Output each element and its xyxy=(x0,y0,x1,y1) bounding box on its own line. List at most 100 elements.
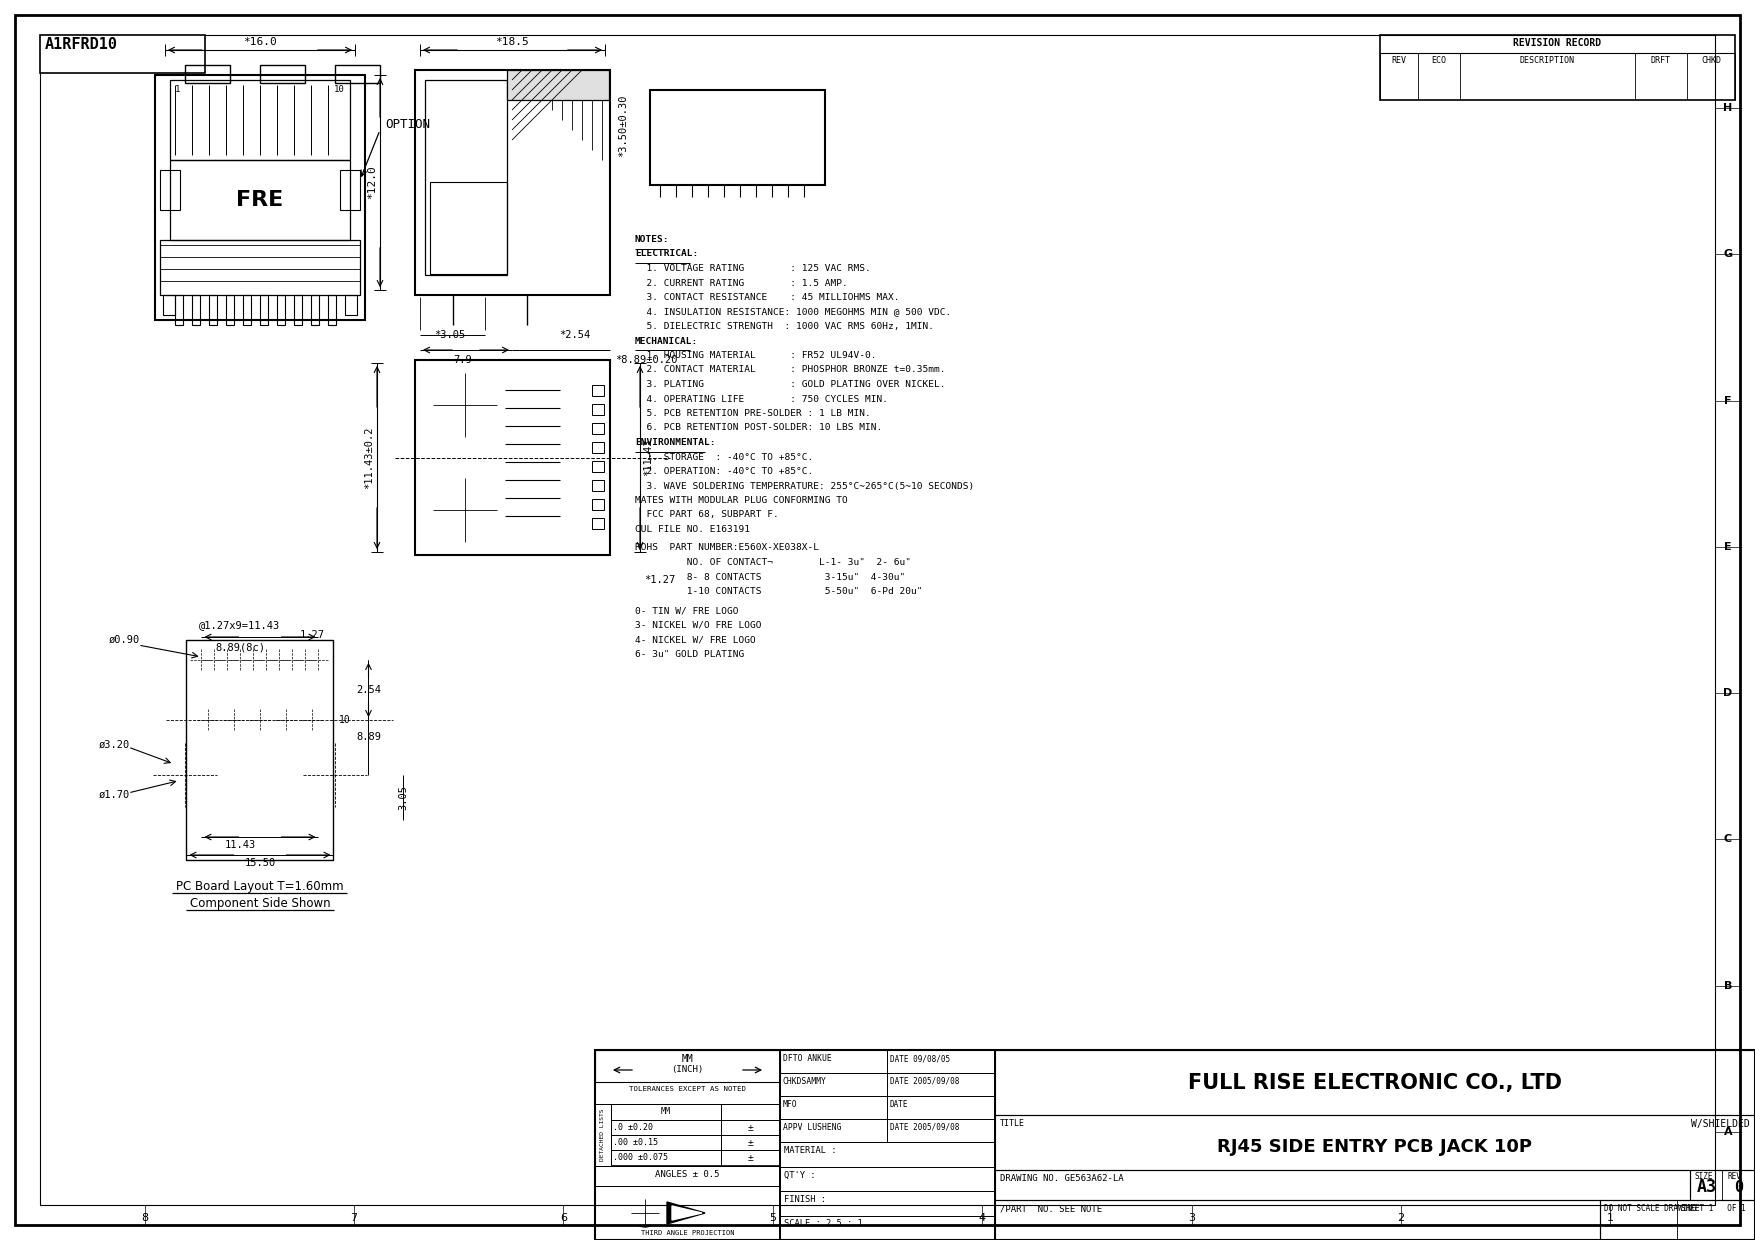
Text: REV: REV xyxy=(1392,56,1406,64)
Text: /PART  NO. SEE NOTE: /PART NO. SEE NOTE xyxy=(1000,1204,1102,1213)
Text: 4. OPERATING LIFE        : 750 CYCLES MIN.: 4. OPERATING LIFE : 750 CYCLES MIN. xyxy=(635,394,888,403)
Bar xyxy=(886,1073,995,1096)
Text: NOTES:: NOTES: xyxy=(635,236,669,244)
Bar xyxy=(886,1050,995,1073)
Text: 2. CONTACT MATERIAL      : PHOSPHOR BRONZE t=0.35mm.: 2. CONTACT MATERIAL : PHOSPHOR BRONZE t=… xyxy=(635,366,946,374)
Text: ENVIRONMENTAL:: ENVIRONMENTAL: xyxy=(635,438,716,446)
Text: 3. CONTACT RESISTANCE    : 45 MILLIOHMS MAX.: 3. CONTACT RESISTANCE : 45 MILLIOHMS MAX… xyxy=(635,293,900,303)
Bar xyxy=(311,295,319,325)
Text: A: A xyxy=(1723,1127,1732,1137)
Bar xyxy=(595,1050,1755,1240)
Text: G: G xyxy=(1723,249,1732,259)
Text: 4: 4 xyxy=(979,1213,986,1223)
Text: 5. PCB RETENTION PRE-SOLDER : 1 LB MIN.: 5. PCB RETENTION PRE-SOLDER : 1 LB MIN. xyxy=(635,409,870,418)
Bar xyxy=(591,480,604,491)
Text: DATE 2005/09/08: DATE 2005/09/08 xyxy=(890,1078,960,1086)
Text: MATERIAL :: MATERIAL : xyxy=(784,1146,837,1154)
Text: SCALE : 2.5 : 1: SCALE : 2.5 : 1 xyxy=(784,1219,863,1229)
Bar xyxy=(154,74,365,320)
Text: 11.43: 11.43 xyxy=(225,839,256,849)
Bar xyxy=(328,295,335,325)
Text: 1: 1 xyxy=(1608,1213,1615,1223)
Bar xyxy=(260,64,305,83)
Text: DATE: DATE xyxy=(890,1100,909,1109)
Text: 2. CURRENT RATING        : 1.5 AMP.: 2. CURRENT RATING : 1.5 AMP. xyxy=(635,279,848,288)
Text: 3. WAVE SOLDERING TEMPERRATURE: 255°C~265°C(5~10 SECONDS): 3. WAVE SOLDERING TEMPERRATURE: 255°C~26… xyxy=(635,481,974,491)
Bar xyxy=(277,295,284,325)
Bar xyxy=(779,1096,886,1118)
Text: DO NOT SCALE DRAWING: DO NOT SCALE DRAWING xyxy=(1604,1204,1697,1213)
Text: 1-10 CONTACTS           5-50u"  6-Pd 20u": 1-10 CONTACTS 5-50u" 6-Pd 20u" xyxy=(635,587,923,596)
Text: 6- 3u" GOLD PLATING: 6- 3u" GOLD PLATING xyxy=(635,650,744,658)
Text: THIRD ANGLE PROJECTION: THIRD ANGLE PROJECTION xyxy=(641,1230,734,1236)
Text: CUL FILE NO. E163191: CUL FILE NO. E163191 xyxy=(635,525,749,534)
Bar xyxy=(779,1142,995,1167)
Bar xyxy=(170,160,349,241)
Text: 1: 1 xyxy=(176,86,181,94)
Text: *3.50±0.30: *3.50±0.30 xyxy=(618,94,628,157)
Bar xyxy=(779,1073,886,1096)
Bar xyxy=(170,81,349,160)
Bar xyxy=(611,1120,721,1135)
Bar xyxy=(995,1115,1755,1171)
Bar xyxy=(591,461,604,472)
Text: W/SHIELDED: W/SHIELDED xyxy=(1692,1118,1750,1128)
Bar xyxy=(295,295,302,325)
Bar xyxy=(591,404,604,415)
Bar xyxy=(1379,35,1736,100)
Bar xyxy=(591,498,604,510)
Bar xyxy=(160,170,181,210)
Text: 15.50: 15.50 xyxy=(244,858,276,868)
Text: 3: 3 xyxy=(1188,1213,1195,1223)
Text: ECO: ECO xyxy=(1432,56,1446,64)
Text: .0 ±0.20: .0 ±0.20 xyxy=(612,1123,653,1132)
Text: DATE 09/08/05: DATE 09/08/05 xyxy=(890,1054,949,1063)
Bar xyxy=(507,69,609,100)
Text: MECHANICAL:: MECHANICAL: xyxy=(635,336,698,346)
Bar xyxy=(611,1104,721,1120)
Polygon shape xyxy=(672,1207,702,1220)
Text: ±: ± xyxy=(748,1123,753,1133)
Text: QT'Y :: QT'Y : xyxy=(784,1171,816,1179)
Bar xyxy=(591,384,604,396)
Text: E: E xyxy=(1723,542,1732,552)
Text: TOLERANCES EXCEPT AS NOTED: TOLERANCES EXCEPT AS NOTED xyxy=(628,1086,746,1092)
Bar xyxy=(595,1185,779,1240)
Text: 0- TIN W/ FRE LOGO: 0- TIN W/ FRE LOGO xyxy=(635,606,739,615)
Text: @1.27x9=11.43: @1.27x9=11.43 xyxy=(200,620,281,630)
Bar xyxy=(779,1215,995,1240)
Text: TITLE: TITLE xyxy=(1000,1118,1025,1128)
Text: ELECTRICAL:: ELECTRICAL: xyxy=(635,249,698,258)
Text: ø3.20: ø3.20 xyxy=(98,740,130,750)
Text: SHEET 1   OF 1: SHEET 1 OF 1 xyxy=(1681,1204,1746,1213)
Text: 4. INSULATION RESISTANCE: 1000 MEGOHMS MIN @ 500 VDC.: 4. INSULATION RESISTANCE: 1000 MEGOHMS M… xyxy=(635,308,951,316)
Text: MM: MM xyxy=(662,1107,670,1116)
Bar xyxy=(186,640,333,861)
Bar xyxy=(176,295,183,325)
Text: RJ45 SIDE ENTRY PCB JACK 10P: RJ45 SIDE ENTRY PCB JACK 10P xyxy=(1218,1138,1532,1157)
Text: Component Side Shown: Component Side Shown xyxy=(190,897,330,910)
Text: H: H xyxy=(1723,103,1732,113)
Bar xyxy=(611,1149,721,1166)
Text: 2.54: 2.54 xyxy=(356,684,381,694)
Text: DRAWING NO. GE563A62-LA: DRAWING NO. GE563A62-LA xyxy=(1000,1174,1123,1183)
Bar xyxy=(779,1167,995,1190)
Text: ANGLES ± 0.5: ANGLES ± 0.5 xyxy=(655,1171,720,1179)
Bar xyxy=(430,182,507,274)
Text: 2: 2 xyxy=(1397,1213,1404,1223)
Text: FCC PART 68, SUBPART F.: FCC PART 68, SUBPART F. xyxy=(635,511,779,520)
Text: 10: 10 xyxy=(339,715,351,725)
Text: *3.05: *3.05 xyxy=(435,330,465,340)
Bar xyxy=(995,1200,1601,1240)
Bar xyxy=(649,91,825,185)
Text: ±: ± xyxy=(748,1138,753,1148)
Text: F: F xyxy=(1723,396,1732,405)
Bar xyxy=(163,295,176,315)
Text: 3. PLATING               : GOLD PLATING OVER NICKEL.: 3. PLATING : GOLD PLATING OVER NICKEL. xyxy=(635,379,946,389)
Text: D: D xyxy=(1723,688,1732,698)
Text: FINISH :: FINISH : xyxy=(784,1195,827,1204)
Bar xyxy=(721,1104,779,1120)
Bar xyxy=(595,1166,779,1185)
Bar xyxy=(425,81,507,275)
Text: *18.5: *18.5 xyxy=(495,37,530,47)
